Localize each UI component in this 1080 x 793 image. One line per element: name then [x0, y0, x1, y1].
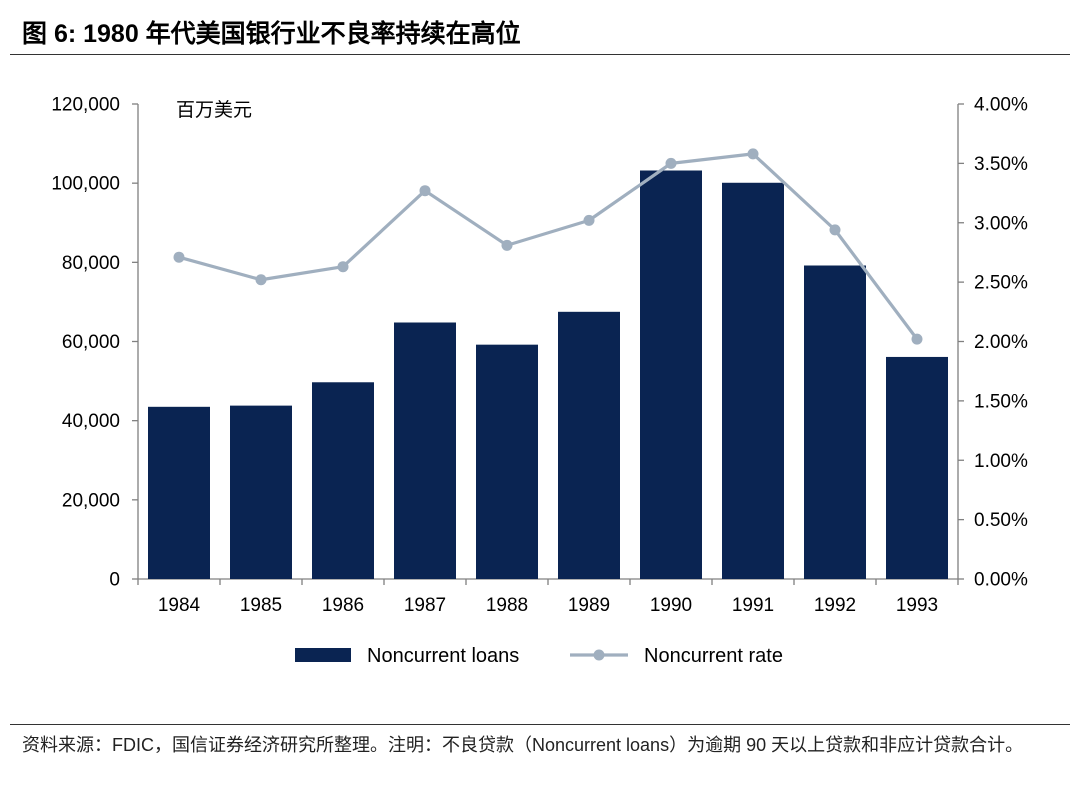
bar: [886, 356, 948, 579]
rate-point: [337, 261, 349, 273]
right-tick-label: 1.00%: [974, 451, 1028, 472]
legend-line-label: Noncurrent rate: [644, 645, 783, 667]
source-divider: [10, 724, 1070, 725]
x-tick-label: 1987: [404, 595, 446, 616]
rate-point: [255, 274, 267, 286]
x-tick-label: 1986: [322, 595, 364, 616]
rate-line: [178, 152, 919, 341]
legend-bar-label: Noncurrent loans: [367, 645, 519, 667]
x-tick-label: 1985: [240, 595, 282, 616]
left-tick-label: 40,000: [62, 411, 120, 432]
bar: [148, 406, 210, 579]
rate-point: [419, 185, 431, 197]
legend-bar-swatch: [295, 648, 351, 662]
rate-point: [173, 251, 185, 263]
x-tick-label: 1992: [814, 595, 856, 616]
bar-series: [148, 170, 948, 580]
x-tick-label: 1990: [650, 595, 692, 616]
right-tick-label: 0.00%: [974, 570, 1028, 591]
x-tick-label: 1991: [732, 595, 774, 616]
left-tick-label: 60,000: [62, 332, 120, 353]
legend: Noncurrent loans Noncurrent rate: [295, 645, 783, 667]
left-tick-label: 20,000: [62, 490, 120, 511]
right-tick-label: 2.00%: [974, 332, 1028, 353]
bar: [312, 382, 374, 579]
legend-line-marker: [593, 649, 605, 661]
source-note: 资料来源：FDIC，国信证券经济研究所整理。注明：不良贷款（Noncurrent…: [22, 735, 1024, 755]
x-tick-label: 1984: [158, 595, 201, 616]
right-tick-label: 1.50%: [974, 391, 1028, 412]
bar: [394, 322, 456, 579]
rate-point: [911, 333, 923, 345]
figure-title: 图 6: 1980 年代美国银行业不良率持续在高位: [22, 20, 521, 48]
chart: 0 20,000 40,000 60,000 80,000 100,000 120,000 0…: [51, 95, 1028, 668]
rate-point: [747, 148, 759, 160]
unit-label: 百万美元: [176, 99, 252, 121]
bar: [230, 405, 292, 579]
right-tick-label: 3.50%: [974, 154, 1028, 175]
bar: [640, 170, 702, 579]
rate-point: [665, 157, 677, 169]
left-tick-label: 0: [109, 570, 120, 591]
x-tick-label: 1993: [896, 595, 938, 616]
line-series: [173, 148, 923, 345]
left-tick-label: 100,000: [51, 174, 120, 195]
bar: [476, 344, 538, 579]
left-tick-label: 80,000: [62, 253, 120, 274]
right-tick-label: 3.00%: [974, 213, 1028, 234]
bar: [722, 182, 784, 580]
bar: [804, 265, 866, 579]
bar: [558, 311, 620, 579]
right-tick-label: 0.50%: [974, 510, 1028, 531]
left-tick-label: 120,000: [51, 95, 120, 116]
rate-point: [501, 239, 513, 251]
rate-point: [829, 224, 841, 236]
right-tick-label: 4.00%: [974, 95, 1028, 116]
title-divider: [10, 54, 1070, 55]
rate-point: [583, 214, 595, 226]
x-tick-label: 1989: [568, 595, 610, 616]
x-tick-label: 1988: [486, 595, 528, 616]
right-tick-label: 2.50%: [974, 273, 1028, 294]
